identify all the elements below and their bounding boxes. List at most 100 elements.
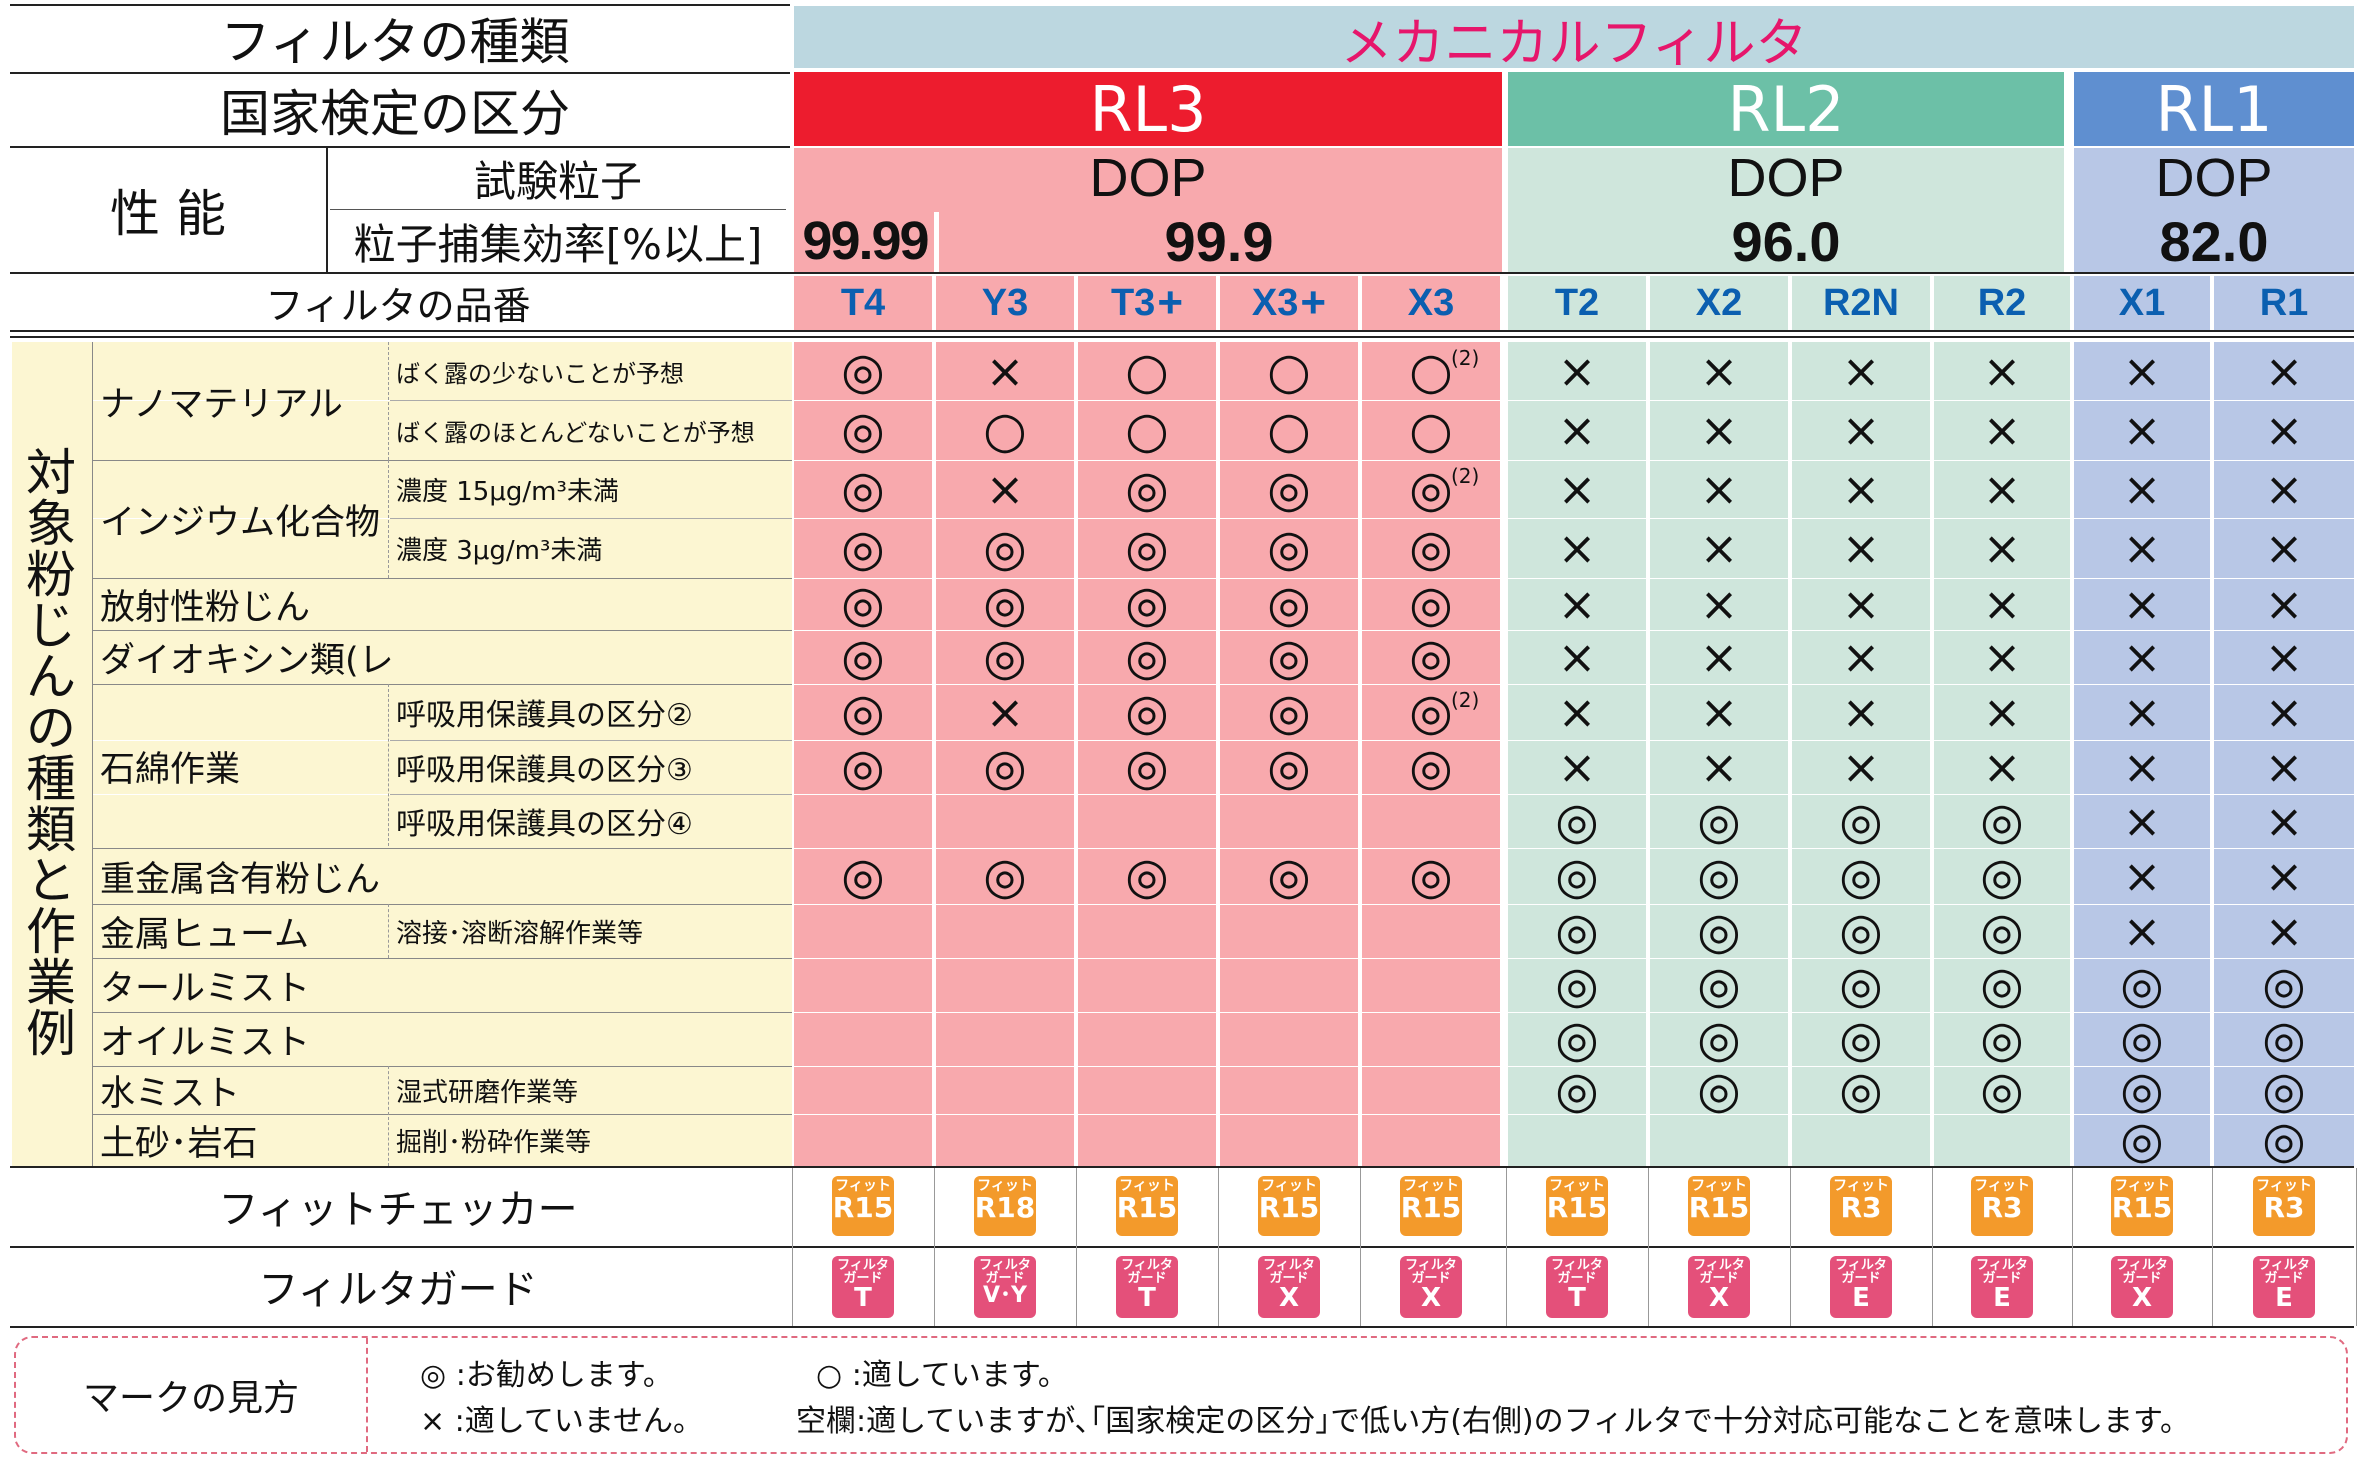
rule-row3a xyxy=(330,209,786,210)
mark-cross: × xyxy=(1982,577,2022,631)
mark-double-circle: ◎ xyxy=(1409,519,1453,577)
part-number-cell-bg xyxy=(794,276,932,330)
rule-top xyxy=(10,4,790,6)
row-rule xyxy=(92,1114,2354,1115)
efficiency-t4: 99.99 xyxy=(802,211,929,271)
fit-badge-value: R15 xyxy=(1258,1191,1320,1224)
mark-double-circle: ◎ xyxy=(1555,847,1599,905)
mark-double-circle: ◎ xyxy=(1980,792,2024,850)
mark-cross: × xyxy=(1982,740,2022,794)
mark-circle: ○ xyxy=(1125,342,1169,400)
fit-checker-badge: フィット R15 xyxy=(1400,1176,1462,1236)
part-number-cell-bg xyxy=(1650,276,1788,330)
guard-badge-prefix: フィルタ ガード xyxy=(1693,1258,1745,1286)
side-label-char: 粉 xyxy=(26,546,76,604)
guard-badge-prefix: フィルタ ガード xyxy=(2116,1258,2168,1286)
column-rule xyxy=(1930,342,1934,1166)
mark-double-circle: ◎ xyxy=(1555,792,1599,850)
fit-checker-badge: フィット R3 xyxy=(1830,1176,1892,1236)
row-rule xyxy=(92,740,2354,741)
mark-double-circle: ◎ xyxy=(1267,575,1311,633)
part-number-x3: X3 + xyxy=(1251,278,1327,327)
fit-badge-value: R3 xyxy=(1981,1191,2023,1224)
mark-cross: × xyxy=(985,685,1025,739)
fit-checker-badge: フィット R3 xyxy=(1971,1176,2033,1236)
mark-cross: × xyxy=(1699,344,1739,398)
guard-badge-value: E xyxy=(1852,1283,1870,1313)
row-rule xyxy=(92,1066,2354,1067)
guard-badge-value: E xyxy=(1993,1283,2011,1313)
mark-double-circle: ◎ xyxy=(2120,1061,2164,1119)
fit-checker-badge: フィット R15 xyxy=(1688,1176,1750,1236)
side-label-char: 象 xyxy=(26,495,76,553)
mark-cross: × xyxy=(2122,521,2162,575)
side-label-char: 作 xyxy=(26,903,76,961)
footer-column-rule xyxy=(2212,1168,2213,1326)
column-rule xyxy=(1500,276,1508,330)
part-number-label: フィルタの品番 xyxy=(265,283,531,328)
guard-badge-prefix: フィルタ ガード xyxy=(837,1258,889,1286)
mark-double-circle: ◎ xyxy=(1980,1061,2024,1119)
sub-rule xyxy=(390,740,792,741)
efficiency-rl2: 96.0 xyxy=(1731,210,1841,272)
category-label: 土砂･岩石 xyxy=(100,1123,258,1164)
mark-cross: × xyxy=(985,462,1025,516)
mark-double-circle: ◎ xyxy=(1267,683,1311,741)
fit-badge-value: R15 xyxy=(1546,1191,1608,1224)
mark-double-circle: ◎ xyxy=(1839,792,1883,850)
mark-cross: × xyxy=(1557,403,1597,457)
mark-cross: × xyxy=(1557,685,1597,739)
fit-badge-value: R3 xyxy=(1840,1191,1882,1224)
part-number-x2: X2 xyxy=(1695,281,1743,324)
mark-cross: × xyxy=(1982,462,2022,516)
test-particle-rl1: DOP xyxy=(2155,148,2273,208)
filter-guard-badge: フィルタ ガード T xyxy=(1546,1256,1608,1318)
mark-double-circle: ◎ xyxy=(841,575,885,633)
mark-cross: × xyxy=(2264,740,2304,794)
column-rule xyxy=(1074,342,1078,1166)
fit-badge-prefix: フィット xyxy=(835,1178,891,1194)
guard-badge-value: X xyxy=(1708,1283,1730,1313)
mark-cross: × xyxy=(2122,462,2162,516)
fit-badge-prefix: フィット xyxy=(2256,1178,2312,1194)
category-label: ナノマテリアル xyxy=(100,384,343,425)
footer-column-rule xyxy=(1218,1168,1219,1326)
guard-badge-value: T xyxy=(854,1283,872,1313)
mark-double-circle: ◎ xyxy=(841,847,885,905)
category-label: 金属ヒューム xyxy=(100,914,309,955)
filter-guard-badge: フィルタ ガード E xyxy=(2253,1256,2315,1318)
category-label: 放射性粉じん xyxy=(100,587,311,628)
mark-cross: × xyxy=(1841,740,1881,794)
mark-cross: × xyxy=(2264,794,2304,848)
class-rl1: RL1 xyxy=(2155,72,2273,146)
fit-badge-value: R15 xyxy=(1688,1191,1750,1224)
mark-circle: ○ xyxy=(983,401,1027,459)
category-label: 石綿作業 xyxy=(100,749,241,790)
legend-divider xyxy=(366,1338,368,1452)
sub-label: 濃度 15μg/m³未満 xyxy=(396,476,619,507)
filter-guard-badge: フィルタ ガード X xyxy=(1258,1256,1320,1318)
sub-label: ばく露の少ないことが予想 xyxy=(396,359,684,388)
row-rule xyxy=(92,630,2354,631)
mark-cross: × xyxy=(1699,403,1739,457)
mark-circle: ○ xyxy=(1267,401,1311,459)
footer-column-rule xyxy=(1076,1168,1077,1326)
mark-double-circle: ◎ xyxy=(2120,1010,2164,1068)
category-rule xyxy=(92,904,792,905)
mark-cross: × xyxy=(1982,685,2022,739)
mark-double-circle: ◎ xyxy=(1125,683,1169,741)
mark-double-circle: ◎ xyxy=(841,342,885,400)
part-number-cell-bg xyxy=(1792,276,1930,330)
mark-double-circle: ◎ xyxy=(1409,847,1453,905)
mark-double-circle: ◎ xyxy=(1697,847,1741,905)
mark-circle: ○ xyxy=(1409,401,1453,459)
mark-double-circle: ◎ xyxy=(1267,847,1311,905)
column-rule xyxy=(2354,276,2356,330)
mark-double-circle: ◎ xyxy=(1839,902,1883,960)
mark-double-circle: ◎ xyxy=(841,738,885,796)
legend-title: マークの見方 xyxy=(82,1378,299,1419)
mark-cross: × xyxy=(1557,630,1597,684)
class-rl3: RL3 xyxy=(1089,72,1207,146)
mark-double-circle: ◎ xyxy=(2262,1010,2306,1068)
